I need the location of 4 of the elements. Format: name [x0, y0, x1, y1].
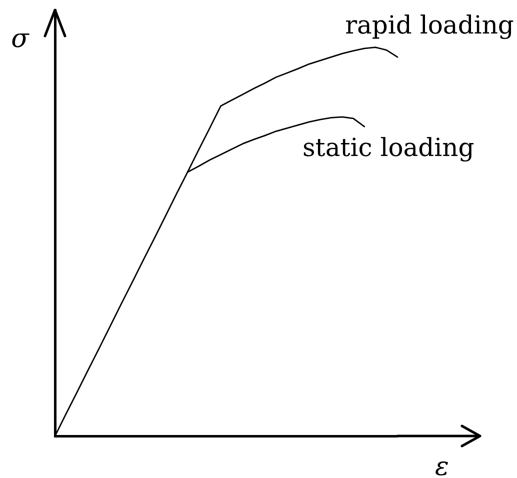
series-label: rapid loading — [345, 10, 514, 40]
x-axis-title: ε — [435, 452, 449, 478]
series-label: static loading — [302, 132, 474, 162]
y-axis-title: σ — [11, 24, 30, 54]
